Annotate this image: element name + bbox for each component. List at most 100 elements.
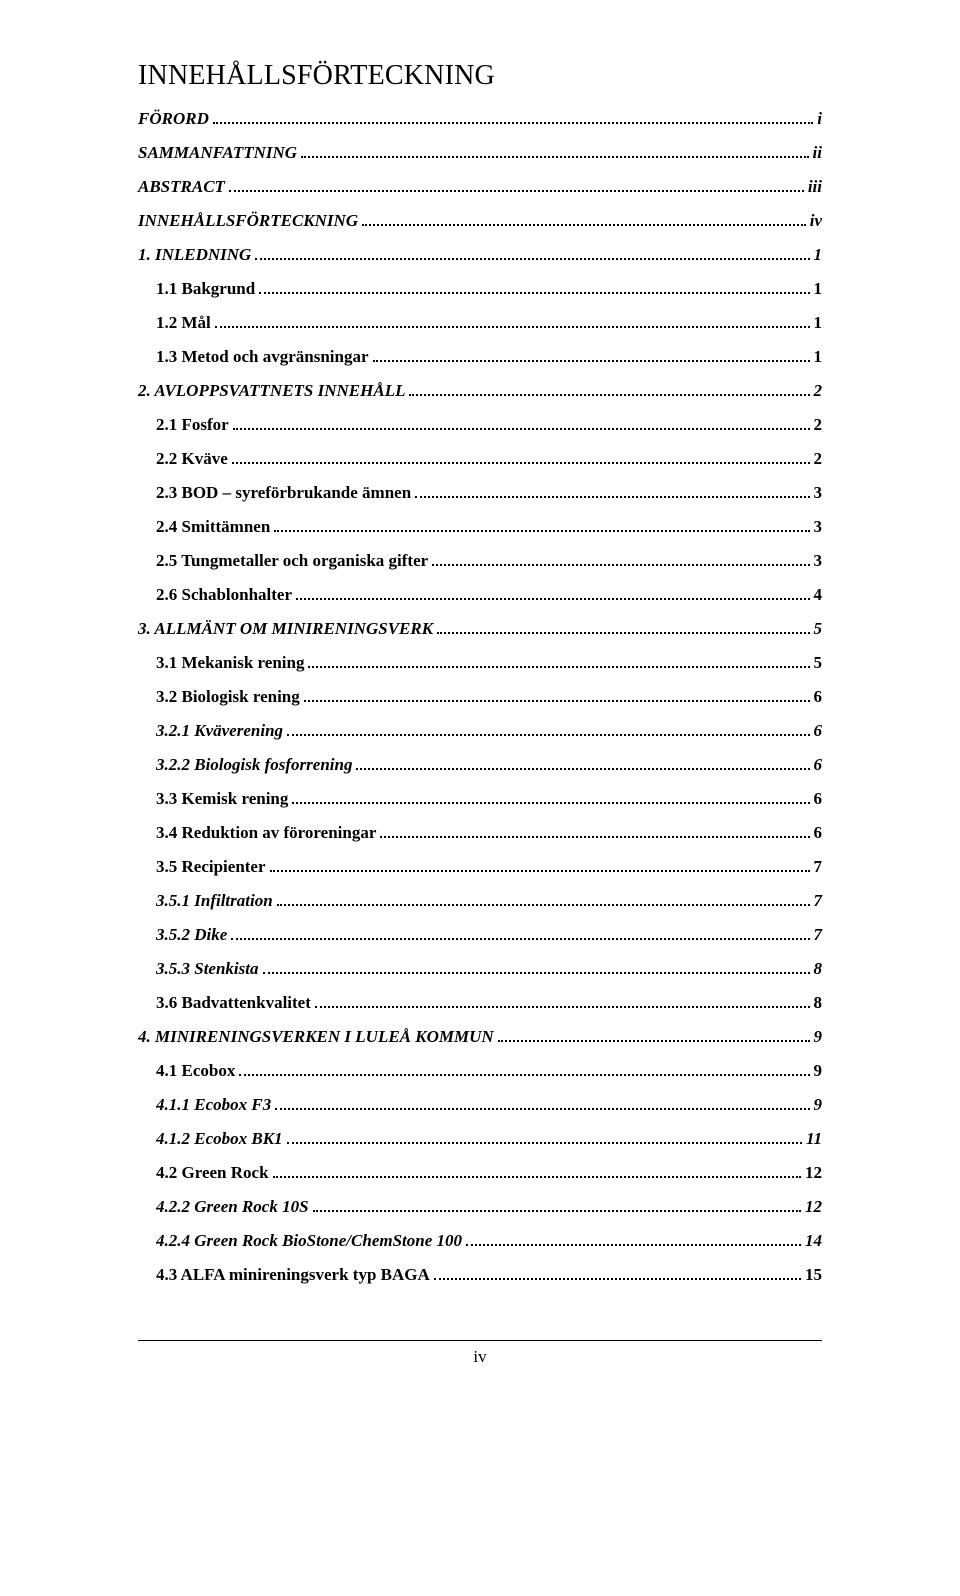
- toc-entry-label: 2. AVLOPPSVATTNETS INNEHÅLL: [138, 382, 405, 399]
- toc-entry-page: 1: [814, 348, 823, 365]
- toc-entry: 4.3 ALFA minireningsverk typ BAGA15: [138, 1266, 822, 1284]
- toc-entry: 4.1 Ecobox 9: [138, 1062, 822, 1080]
- toc-entry: 2.6 Schablonhalter 4: [138, 586, 822, 604]
- toc-leader: [287, 1130, 802, 1144]
- toc-entry-page: 8: [814, 960, 823, 977]
- toc-entry: 3.1 Mekanisk rening5: [138, 654, 822, 672]
- toc-entry: 1.2 Mål1: [138, 314, 822, 332]
- toc-entry-label: 3.2.2 Biologisk fosforrening: [156, 756, 352, 773]
- toc-entry-page: 1: [814, 246, 823, 263]
- toc-leader: [498, 1028, 810, 1042]
- toc-entry-label: INNEHÅLLSFÖRTECKNING: [138, 212, 358, 229]
- toc-entry-label: 3.5.3 Stenkista: [156, 960, 259, 977]
- table-of-contents: FÖRORD i SAMMANFATTNING ii ABSTRACTiii INNEHÅ…: [138, 110, 822, 1284]
- toc-entry-label: 3.4 Reduktion av föroreningar: [156, 824, 376, 841]
- footer-rule: [138, 1340, 822, 1341]
- toc-entry-label: 3.5.1 Infiltration: [156, 892, 273, 909]
- toc-entry-label: 3.5 Recipienter: [156, 858, 266, 875]
- toc-entry-label: 3.2 Biologisk rening: [156, 688, 300, 705]
- toc-entry: 4. MINIRENINGSVERKEN I LULEÅ KOMMUN9: [138, 1028, 822, 1046]
- toc-entry-page: 3: [814, 552, 823, 569]
- toc-leader: [229, 178, 804, 192]
- page-title: INNEHÅLLSFÖRTECKNING: [138, 60, 822, 92]
- toc-leader: [356, 756, 809, 770]
- toc-leader: [232, 450, 810, 464]
- toc-entry-label: 4.2.4 Green Rock BioStone/ChemStone 100: [156, 1232, 462, 1249]
- toc-leader: [275, 1096, 809, 1110]
- toc-entry: 2.2 Kväve2: [138, 450, 822, 468]
- toc-leader: [308, 654, 809, 668]
- toc-entry: ABSTRACTiii: [138, 178, 822, 196]
- toc-entry-page: 8: [814, 994, 823, 1011]
- toc-entry-page: 6: [814, 688, 823, 705]
- toc-entry: 2.3 BOD – syreförbrukande ämnen 3: [138, 484, 822, 502]
- toc-entry-page: 2: [814, 450, 823, 467]
- toc-entry: 3.5 Recipienter7: [138, 858, 822, 876]
- toc-leader: [233, 416, 810, 430]
- toc-entry-label: 4.2.2 Green Rock 10S: [156, 1198, 309, 1215]
- toc-entry-label: 2.3 BOD – syreförbrukande ämnen: [156, 484, 411, 501]
- toc-leader: [277, 892, 810, 906]
- toc-entry-page: 9: [814, 1028, 823, 1045]
- toc-entry-page: 14: [805, 1232, 822, 1249]
- toc-leader: [273, 1164, 801, 1178]
- toc-entry-page: 4: [814, 586, 823, 603]
- toc-entry: 3.2 Biologisk rening 6: [138, 688, 822, 706]
- toc-entry: FÖRORD i: [138, 110, 822, 128]
- toc-leader: [231, 926, 809, 940]
- toc-leader: [213, 110, 813, 124]
- toc-entry: 4.2 Green Rock12: [138, 1164, 822, 1182]
- toc-entry: 3.6 Badvattenkvalitet 8: [138, 994, 822, 1012]
- toc-entry: 4.2.2 Green Rock 10S12: [138, 1198, 822, 1216]
- toc-entry-page: 5: [814, 620, 823, 637]
- toc-entry-label: 4.3 ALFA minireningsverk typ BAGA: [156, 1266, 430, 1283]
- toc-leader: [315, 994, 810, 1008]
- toc-entry-page: 6: [814, 824, 823, 841]
- toc-leader: [304, 688, 810, 702]
- toc-entry-page: 2: [814, 416, 823, 433]
- toc-entry: 3.5.1 Infiltration7: [138, 892, 822, 910]
- toc-leader: [259, 280, 809, 294]
- toc-entry-label: 4.1.1 Ecobox F3: [156, 1096, 271, 1113]
- toc-leader: [274, 518, 809, 532]
- toc-leader: [380, 824, 809, 838]
- toc-entry-label: 1. INLEDNING: [138, 246, 251, 263]
- toc-entry: 2.5 Tungmetaller och organiska gifter 3: [138, 552, 822, 570]
- toc-entry-label: 2.5 Tungmetaller och organiska gifter: [156, 552, 428, 569]
- toc-leader: [409, 382, 809, 396]
- toc-entry-page: 3: [814, 484, 823, 501]
- toc-entry-page: 9: [814, 1096, 823, 1113]
- toc-entry: 3.3 Kemisk rening6: [138, 790, 822, 808]
- toc-entry-label: SAMMANFATTNING: [138, 144, 297, 161]
- toc-leader: [415, 484, 809, 498]
- toc-entry-page: iv: [810, 212, 822, 229]
- toc-entry-label: 2.6 Schablonhalter: [156, 586, 292, 603]
- toc-entry: 3.5.2 Dike7: [138, 926, 822, 944]
- toc-entry: 1.1 Bakgrund1: [138, 280, 822, 298]
- toc-entry-page: i: [817, 110, 822, 127]
- toc-entry: 1.3 Metod och avgränsningar1: [138, 348, 822, 366]
- toc-entry: 3. ALLMÄNT OM MINIRENINGSVERK 5: [138, 620, 822, 638]
- toc-entry-page: 9: [814, 1062, 823, 1079]
- toc-leader: [466, 1232, 801, 1246]
- toc-leader: [301, 144, 809, 158]
- toc-entry-page: ii: [813, 144, 822, 161]
- toc-entry-label: 3. ALLMÄNT OM MINIRENINGSVERK: [138, 620, 433, 637]
- toc-entry-label: 4.2 Green Rock: [156, 1164, 269, 1181]
- toc-entry: 2.4 Smittämnen3: [138, 518, 822, 536]
- toc-entry-page: 6: [814, 756, 823, 773]
- toc-entry-label: 3.5.2 Dike: [156, 926, 227, 943]
- toc-entry: 1. INLEDNING 1: [138, 246, 822, 264]
- toc-leader: [432, 552, 809, 566]
- toc-entry: SAMMANFATTNING ii: [138, 144, 822, 162]
- toc-entry: 2.1 Fosfor2: [138, 416, 822, 434]
- toc-entry: 4.2.4 Green Rock BioStone/ChemStone 100 1…: [138, 1232, 822, 1250]
- toc-entry-label: 4.1 Ecobox: [156, 1062, 235, 1079]
- toc-entry-label: FÖRORD: [138, 110, 209, 127]
- toc-entry-page: 5: [814, 654, 823, 671]
- toc-entry-page: 6: [814, 790, 823, 807]
- toc-entry-label: 4.1.2 Ecobox BK1: [156, 1130, 283, 1147]
- toc-entry-label: 1.2 Mål: [156, 314, 211, 331]
- toc-entry-label: 3.6 Badvattenkvalitet: [156, 994, 311, 1011]
- toc-leader: [362, 212, 806, 226]
